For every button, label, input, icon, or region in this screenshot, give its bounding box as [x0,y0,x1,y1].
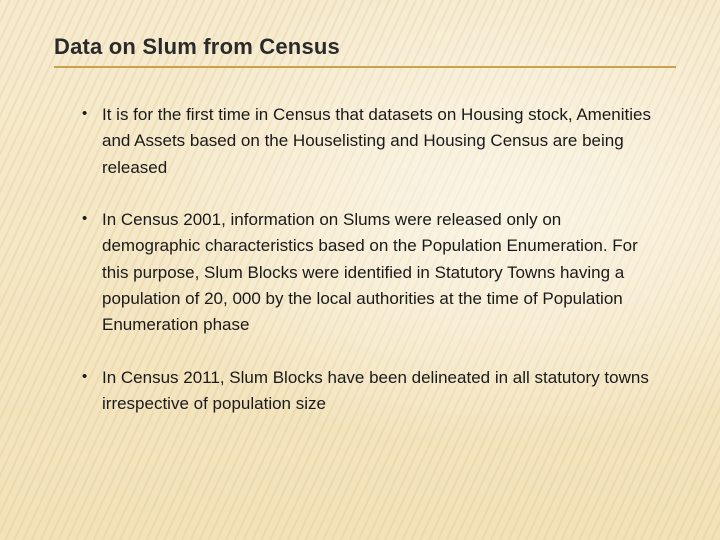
list-item: In Census 2001, information on Slums wer… [102,207,656,339]
bullet-text: In Census 2001, information on Slums wer… [102,210,638,334]
slide-title: Data on Slum from Census [54,34,676,68]
list-item: In Census 2011, Slum Blocks have been de… [102,365,656,418]
bullet-list: It is for the first time in Census that … [54,102,676,417]
list-item: It is for the first time in Census that … [102,102,656,181]
bullet-text: It is for the first time in Census that … [102,105,651,177]
bullet-text: In Census 2011, Slum Blocks have been de… [102,368,649,413]
slide: Data on Slum from Census It is for the f… [0,0,720,540]
